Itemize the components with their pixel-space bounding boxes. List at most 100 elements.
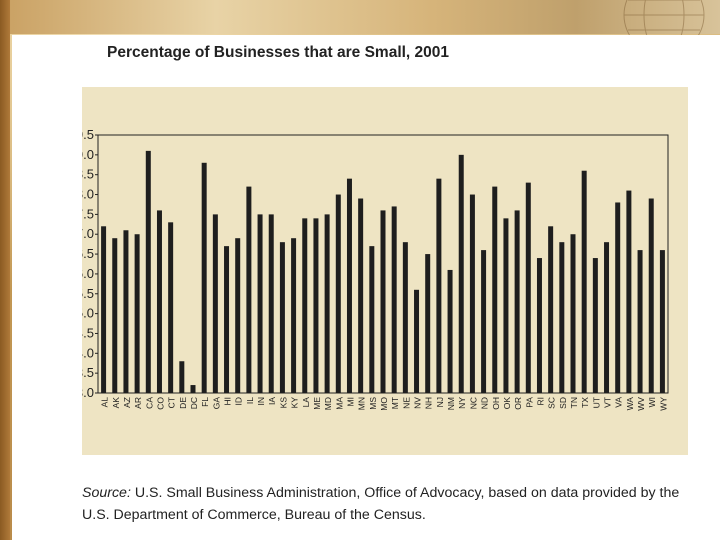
bar-nj — [436, 178, 442, 393]
x-tick-label: CT — [167, 397, 177, 408]
x-tick-label: FL — [200, 397, 210, 407]
bar-wi — [648, 198, 654, 393]
x-tick-label: WY — [658, 397, 668, 411]
x-tick-label: UT — [591, 397, 601, 408]
bar-tx — [581, 170, 587, 393]
globe-decoration — [623, 0, 705, 50]
y-tick-label: 94.0 — [82, 345, 94, 360]
y-tick-label: 95.0 — [82, 306, 94, 321]
x-tick-label: MT — [390, 397, 400, 409]
y-tick-label: 97.5 — [82, 206, 94, 221]
bar-ky — [291, 238, 297, 393]
bar-wy — [659, 250, 665, 393]
bar-ak — [112, 238, 118, 393]
x-tick-label: IL — [245, 397, 255, 404]
bar-dc — [190, 385, 196, 393]
bar-va — [615, 202, 621, 393]
bar-az — [123, 230, 129, 393]
bar-sc — [548, 226, 554, 393]
bar-ks — [279, 242, 285, 393]
x-tick-label: NY — [457, 397, 467, 409]
y-tick-label: 98.5 — [82, 167, 94, 182]
bar-mt — [391, 206, 397, 393]
x-tick-label: NM — [446, 397, 456, 410]
bar-nm — [447, 269, 453, 393]
x-tick-label: CO — [155, 397, 165, 410]
bar-mi — [346, 178, 352, 393]
bar-pa — [525, 182, 531, 393]
x-tick-label: HI — [223, 397, 233, 406]
bar-ma — [335, 194, 341, 393]
bar-md — [324, 214, 330, 393]
bar-nv — [414, 289, 420, 393]
x-tick-label: OH — [491, 397, 501, 410]
x-tick-label: WV — [636, 397, 646, 411]
x-tick-label: WA — [625, 397, 635, 411]
y-tick-label: 97.0 — [82, 226, 94, 241]
x-tick-label: MI — [345, 397, 355, 406]
x-tick-label: DC — [189, 397, 199, 409]
x-tick-label: ID — [234, 397, 244, 406]
chart-title: Percentage of Businesses that are Small,… — [107, 44, 450, 61]
bar-in — [257, 214, 263, 393]
x-tick-label: RI — [535, 397, 545, 406]
bar-fl — [201, 162, 207, 393]
x-tick-label: LA — [301, 397, 311, 408]
x-tick-label: GA — [211, 397, 221, 410]
x-tick-label: OK — [502, 397, 512, 410]
x-tick-label: NH — [424, 397, 434, 409]
x-tick-label: AR — [133, 397, 143, 409]
x-tick-label: SD — [558, 397, 568, 409]
y-tick-label: 93.0 — [82, 385, 94, 400]
bar-id — [235, 238, 241, 393]
bar-vt — [604, 242, 610, 393]
x-tick-label: VA — [614, 397, 624, 408]
bar-tn — [570, 234, 576, 393]
bar-il — [246, 186, 252, 393]
y-tick-label: 94.5 — [82, 325, 94, 340]
bar-ct — [168, 222, 174, 393]
bar-hi — [224, 246, 230, 393]
x-tick-label: TN — [569, 397, 579, 408]
bar-me — [313, 218, 319, 393]
source-label: Source: — [82, 485, 131, 501]
left-accent-strip — [0, 0, 10, 540]
x-tick-label: AL — [100, 397, 110, 408]
x-tick-label: KS — [278, 397, 288, 409]
source-note: Source: U.S. Small Business Administrati… — [82, 482, 702, 526]
bar-nd — [481, 250, 487, 393]
bar-ne — [402, 242, 408, 393]
y-tick-label: 95.5 — [82, 286, 94, 301]
bar-ca — [145, 150, 151, 393]
bar-ia — [268, 214, 274, 393]
x-tick-label: PA — [524, 397, 534, 408]
x-tick-label: CA — [144, 397, 154, 409]
bar-wa — [626, 190, 632, 393]
x-tick-label: MO — [379, 397, 389, 411]
x-tick-label: KY — [290, 397, 300, 409]
bar-nh — [425, 254, 431, 393]
bar-chart: 99.5 99.0 98.5 98.0 97.5 97.0 96.5 96.0 95.5 95.0… — [82, 127, 669, 411]
x-tick-label: ME — [312, 397, 322, 410]
y-tick-label: 93.5 — [82, 365, 94, 380]
x-tick-label: NV — [413, 397, 423, 409]
bar-ar — [134, 234, 140, 393]
x-tick-label: NJ — [435, 397, 445, 407]
y-tick-label: 99.0 — [82, 147, 94, 162]
bar-ga — [212, 214, 218, 393]
x-tick-label: MA — [334, 397, 344, 410]
bar-nc — [469, 194, 475, 393]
header-band — [0, 0, 720, 34]
x-tick-label: MS — [368, 397, 378, 410]
x-tick-label: IA — [267, 397, 277, 405]
bar-al — [101, 226, 107, 393]
x-tick-label: VT — [603, 397, 613, 408]
x-tick-label: ND — [480, 397, 490, 409]
bar-mn — [358, 198, 364, 393]
bar-de — [179, 361, 185, 393]
bar-or — [514, 210, 520, 393]
x-tick-label: NC — [468, 397, 478, 409]
y-tick-label: 98.0 — [82, 187, 94, 202]
bar-ut — [592, 258, 598, 393]
bar-ms — [369, 246, 375, 393]
